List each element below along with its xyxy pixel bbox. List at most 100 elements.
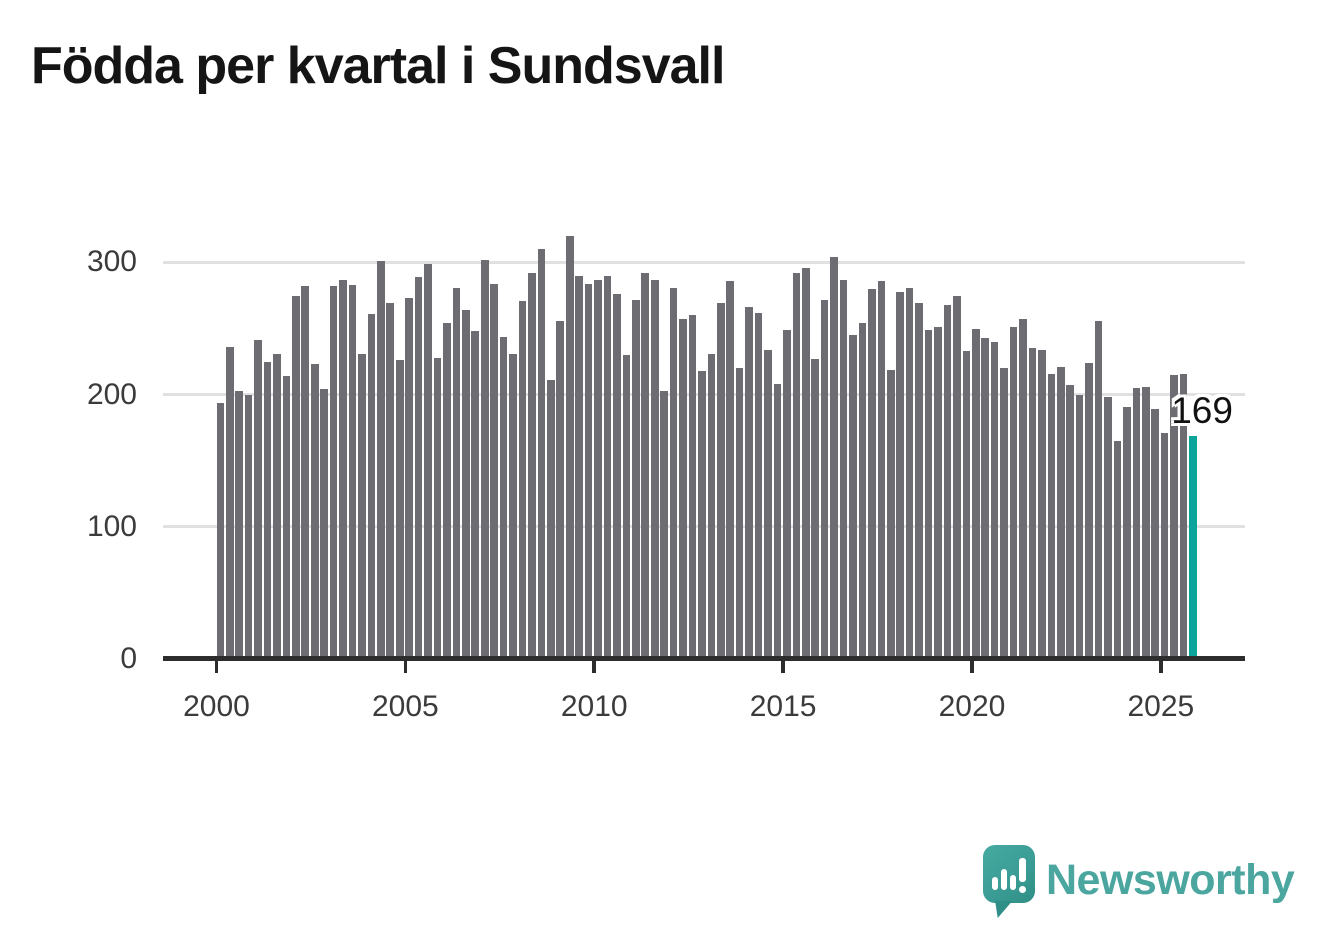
chart-bar-2021Q1 [1009, 327, 1018, 659]
chart-bar-2020Q4 [1000, 368, 1008, 659]
chart-bar-2021Q3 [1028, 348, 1037, 659]
logo-chart-bar-icon [1010, 875, 1016, 890]
chart-bar-2003Q3 [348, 284, 357, 659]
chart-bar-2019Q3 [953, 295, 961, 659]
chart-bar-2025Q4 [1189, 435, 1197, 659]
chart-bar-2016Q4 [849, 335, 857, 659]
chart-bar-2022Q4 [1075, 394, 1084, 659]
x-axis-label: 2000 [183, 690, 250, 723]
chart-bar-2021Q2 [1019, 319, 1027, 659]
chart-bar-2009Q1 [556, 320, 565, 659]
chart-bar-2000Q3 [235, 390, 243, 659]
chart-bar-2018Q1 [896, 291, 905, 659]
chart-bar-2002Q2 [301, 286, 310, 659]
page-title: Födda per kvartal i Sundsvall [31, 37, 725, 95]
grid-line [163, 260, 1245, 264]
chart-bar-2022Q1 [1047, 373, 1056, 659]
chart-bar-2009Q4 [584, 283, 593, 659]
x-axis-label: 2025 [1127, 690, 1195, 723]
chart-bar-2024Q3 [1141, 386, 1150, 659]
x-axis-tick [970, 660, 974, 673]
chart-bar-2007Q3 [499, 336, 508, 659]
chart-bar-2004Q2 [377, 261, 385, 659]
chart-bar-2016Q2 [830, 257, 838, 659]
chart-bar-2020Q1 [971, 328, 980, 659]
chart-bar-2022Q2 [1056, 366, 1065, 659]
chart-bar-2016Q3 [839, 279, 848, 659]
chart-bar-2024Q1 [1123, 406, 1131, 659]
chart-bar-2008Q2 [528, 273, 536, 659]
chart-bar-2018Q2 [905, 287, 914, 659]
chart-bar-2022Q3 [1066, 385, 1075, 659]
chart-bar-2011Q2 [641, 273, 650, 659]
chart-bar-2025Q1 [1160, 432, 1169, 659]
chart-bar-2006Q2 [452, 287, 461, 659]
logo-bubble-tail [995, 901, 1013, 918]
chart-bar-2008Q1 [518, 300, 527, 659]
chart-bar-2006Q1 [443, 323, 451, 659]
chart-bar-2009Q2 [565, 236, 574, 659]
chart-bar-2015Q4 [811, 358, 820, 659]
chart-bar-2004Q1 [367, 314, 376, 659]
chart-bar-2019Q2 [943, 304, 952, 659]
chart-bar-2023Q4 [1113, 440, 1122, 659]
chart-bar-2004Q3 [386, 303, 395, 659]
chart-bar-2020Q3 [990, 341, 999, 659]
chart-bar-2017Q4 [887, 369, 895, 659]
chart-bar-2003Q1 [329, 286, 338, 659]
chart-bar-2020Q2 [981, 337, 990, 659]
chart-bar-2005Q3 [424, 263, 432, 659]
chart-bar-2013Q4 [735, 368, 744, 659]
x-axis-label: 2015 [749, 690, 817, 723]
chart-bar-2009Q3 [575, 275, 583, 659]
chart-bar-2017Q2 [868, 288, 876, 659]
chart-bar-2010Q4 [622, 355, 631, 659]
chart-bar-2006Q4 [471, 331, 480, 659]
chart-bar-2010Q1 [594, 279, 602, 659]
chart-bar-2024Q2 [1132, 388, 1141, 659]
y-axis-label: 0 [120, 642, 137, 675]
logo-chart-bar-icon [992, 877, 998, 890]
logo-wordmark: Newsworthy [1046, 856, 1295, 904]
x-axis-tick [781, 660, 785, 673]
chart-bar-2016Q1 [820, 299, 829, 659]
chart-bar-2011Q1 [632, 299, 640, 659]
chart-bar-2018Q4 [924, 329, 933, 659]
y-axis-label: 200 [86, 377, 137, 411]
chart-bar-2019Q4 [962, 351, 971, 659]
chart-bar-2006Q3 [462, 310, 470, 659]
chart-bar-2008Q4 [547, 380, 555, 659]
x-axis-line [163, 656, 1245, 661]
chart-bar-2015Q2 [792, 273, 801, 659]
logo-chart-bar-icon [1001, 869, 1007, 890]
chart-bar-2014Q4 [773, 384, 782, 659]
chart-bar-2003Q4 [358, 353, 366, 659]
chart-bar-2014Q1 [745, 307, 753, 659]
chart-bar-2001Q4 [282, 376, 291, 659]
chart-bar-2000Q4 [244, 394, 253, 659]
chart-bar-2015Q1 [783, 329, 791, 659]
chart-bar-2011Q3 [650, 279, 659, 659]
x-axis-label: 2020 [938, 690, 1006, 723]
y-axis-label: 300 [86, 245, 137, 279]
chart-bar-2007Q2 [490, 283, 498, 659]
logo-bubble-icon [983, 845, 1035, 903]
chart-bar-2023Q2 [1094, 320, 1103, 659]
chart-bar-2014Q2 [754, 312, 763, 659]
chart-bar-2012Q2 [679, 319, 687, 659]
chart-bar-2005Q4 [433, 357, 442, 659]
chart-bar-2025Q3 [1179, 373, 1188, 659]
x-axis-tick [592, 660, 596, 673]
chart-bar-2001Q1 [254, 340, 262, 659]
chart-bar-2015Q3 [802, 267, 810, 659]
chart-bar-2010Q2 [603, 275, 612, 659]
x-axis-label: 2005 [371, 690, 439, 723]
chart-bar-2017Q1 [858, 323, 867, 659]
chart-bar-2005Q1 [405, 298, 413, 659]
newsworthy-logo: Newsworthy [983, 845, 1303, 935]
chart-bar-2025Q2 [1170, 374, 1178, 659]
chart-bar-2011Q4 [660, 390, 668, 659]
chart-bar-2012Q3 [688, 315, 697, 659]
chart-bar-2013Q1 [707, 353, 716, 659]
chart-bar-2000Q1 [216, 402, 225, 659]
